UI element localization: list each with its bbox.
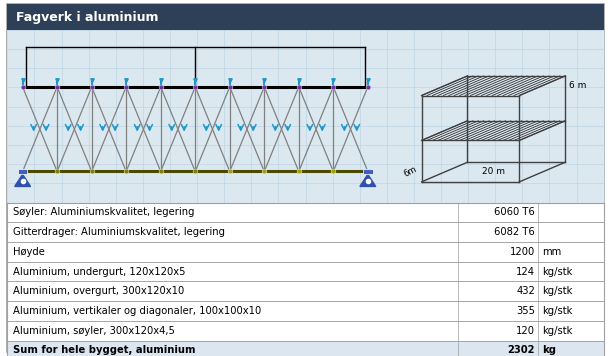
Text: 432: 432 <box>516 286 535 296</box>
Bar <box>7 341 604 356</box>
Text: Høyde: Høyde <box>13 247 45 257</box>
Bar <box>18 169 27 174</box>
Text: kg/stk: kg/stk <box>542 306 572 316</box>
Bar <box>7 281 604 301</box>
Bar <box>7 321 604 341</box>
Polygon shape <box>15 174 31 187</box>
Text: Sum for hele bygget, aluminium: Sum for hele bygget, aluminium <box>13 345 196 355</box>
Bar <box>7 242 604 262</box>
Text: 1200: 1200 <box>510 247 535 257</box>
Text: 6 m: 6 m <box>569 81 586 90</box>
Bar <box>7 203 604 222</box>
Polygon shape <box>360 174 376 187</box>
Text: mm: mm <box>542 247 561 257</box>
Bar <box>7 30 604 203</box>
Text: Gitterdrager: Aluminiumskvalitet, legering: Gitterdrager: Aluminiumskvalitet, legeri… <box>13 227 225 237</box>
Text: Søyler: Aluminiumskvalitet, legering: Søyler: Aluminiumskvalitet, legering <box>13 208 195 218</box>
Bar <box>7 222 604 242</box>
Text: Fagverk i aluminium: Fagverk i aluminium <box>16 11 159 23</box>
Text: 120: 120 <box>516 326 535 336</box>
Text: 6060 T6: 6060 T6 <box>494 208 535 218</box>
Text: Aluminium, overgurt, 300x120x10: Aluminium, overgurt, 300x120x10 <box>13 286 185 296</box>
Bar <box>7 301 604 321</box>
Text: kg/stk: kg/stk <box>542 286 572 296</box>
Text: 2302: 2302 <box>508 345 535 355</box>
Text: kg/stk: kg/stk <box>542 326 572 336</box>
Text: kg: kg <box>542 345 556 355</box>
Text: 20 m: 20 m <box>482 167 505 176</box>
Bar <box>7 262 604 281</box>
Text: Aluminium, søyler, 300x120x4,5: Aluminium, søyler, 300x120x4,5 <box>13 326 175 336</box>
Text: Aluminium, vertikaler og diagonaler, 100x100x10: Aluminium, vertikaler og diagonaler, 100… <box>13 306 262 316</box>
Text: 6082 T6: 6082 T6 <box>494 227 535 237</box>
Text: Aluminium, undergurt, 120x120x5: Aluminium, undergurt, 120x120x5 <box>13 267 186 277</box>
Bar <box>7 4 604 30</box>
Bar <box>363 169 373 174</box>
Text: 124: 124 <box>516 267 535 277</box>
Text: kg/stk: kg/stk <box>542 267 572 277</box>
Text: 6m: 6m <box>402 165 418 179</box>
Text: 355: 355 <box>516 306 535 316</box>
